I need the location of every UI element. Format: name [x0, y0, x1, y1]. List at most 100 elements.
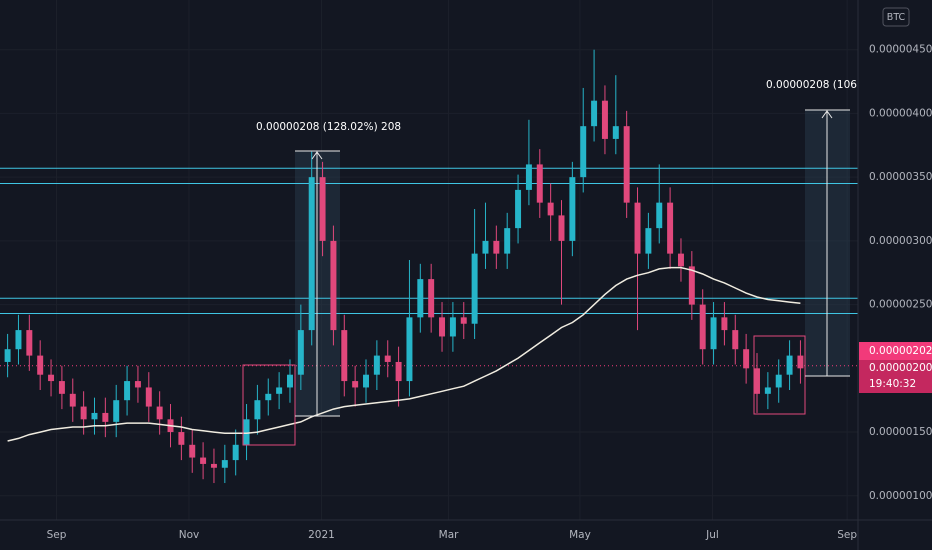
- y-tick-label: 0.00000450: [869, 44, 932, 56]
- candle-body: [504, 228, 511, 254]
- last-price-label: 0.00000202: [869, 345, 932, 357]
- candle-body: [645, 228, 652, 254]
- y-tick-label: 0.00000400: [869, 107, 932, 119]
- candle-body: [699, 304, 706, 350]
- candle-body: [449, 317, 456, 337]
- candle-body: [232, 444, 239, 461]
- candle-body: [688, 266, 695, 305]
- candle-body: [743, 349, 750, 369]
- x-tick-label: 2021: [308, 529, 335, 541]
- candle-body: [623, 126, 630, 203]
- highlight-box: [753, 335, 806, 415]
- candle-body: [797, 355, 804, 369]
- price-box: [859, 360, 932, 393]
- candle-body: [634, 202, 641, 254]
- candle-body: [145, 387, 152, 407]
- y-tick-label: 0.00000150: [869, 426, 932, 438]
- candle-body: [189, 444, 196, 458]
- ticks: 0.00000100 0.00000150 0.00000250 0.00000300…: [47, 44, 932, 541]
- candle-body: [178, 432, 185, 445]
- candle-body: [156, 406, 163, 420]
- countdown: 19:40:32: [869, 378, 916, 390]
- measure-tool: [295, 109, 850, 417]
- price-axis: [858, 0, 932, 550]
- candle-body: [558, 215, 565, 241]
- candle-body: [428, 279, 435, 318]
- candle-body: [69, 393, 76, 407]
- candle-body: [460, 317, 467, 324]
- candle-body: [591, 100, 598, 127]
- candle-body: [721, 317, 728, 331]
- ma-layer: [7, 266, 801, 442]
- candle-body: [656, 202, 663, 229]
- candle-body: [395, 361, 402, 382]
- price-label: 0.00000200: [869, 362, 932, 374]
- candle-body: [601, 100, 608, 139]
- candle-body: [710, 317, 717, 350]
- candle-body: [439, 317, 446, 337]
- candle-body: [124, 381, 131, 401]
- candle-body: [330, 240, 337, 331]
- candle-body: [4, 349, 11, 362]
- y-tick-label: 0.00000100: [869, 490, 932, 502]
- candle-body: [384, 355, 391, 362]
- candle-body: [48, 374, 55, 382]
- last-price-box: [859, 342, 932, 360]
- x-tick-label: Sep: [837, 529, 857, 541]
- highlight-box: [242, 364, 296, 446]
- candle-body: [265, 393, 272, 401]
- x-tick-label: Sep: [47, 529, 67, 541]
- candle-body: [754, 368, 760, 394]
- candle-body: [102, 412, 109, 422]
- candle-body: [113, 400, 120, 422]
- arrow-head: [821, 110, 833, 119]
- x-tick-label: Nov: [179, 529, 200, 541]
- candle-body: [482, 240, 489, 254]
- candle-body: [732, 330, 739, 350]
- candle-body: [580, 126, 587, 178]
- candle-body: [363, 374, 369, 388]
- candle-body: [667, 202, 674, 254]
- candle-body: [243, 419, 250, 445]
- x-tick-label: Jul: [705, 529, 719, 541]
- candle-body: [26, 330, 33, 356]
- currency-badge: [882, 7, 910, 27]
- measure-label: 0.00000208 (106.85%: [766, 79, 884, 91]
- candle-body: [254, 400, 261, 420]
- candle-body: [525, 164, 532, 190]
- candle-body: [493, 240, 500, 254]
- candle-body: [764, 387, 771, 394]
- candle-body: [200, 457, 207, 464]
- candle-body: [612, 126, 619, 139]
- candle-body: [308, 177, 315, 331]
- candle-body: [210, 463, 217, 468]
- candle-body: [286, 374, 293, 388]
- candle-body: [417, 279, 424, 318]
- candle-body: [276, 387, 283, 394]
- candle-body: [677, 253, 684, 267]
- candle-body: [319, 177, 326, 241]
- candle-body: [569, 177, 576, 241]
- candle-body: [775, 374, 782, 388]
- candle-body: [58, 381, 65, 394]
- candle-body: [515, 189, 522, 229]
- candle-body: [352, 381, 359, 388]
- candle-body: [786, 355, 793, 375]
- candle-body: [536, 164, 543, 203]
- candle-body: [37, 355, 44, 375]
- y-tick-label: 0.00000300: [869, 235, 932, 247]
- candle-body: [91, 412, 98, 420]
- y-tick-label: 0.00000250: [869, 299, 932, 311]
- arrow-head: [311, 151, 323, 160]
- currency: BTC: [887, 12, 906, 23]
- candle-body: [297, 330, 304, 375]
- x-tick-label: May: [569, 529, 591, 541]
- candle-body: [471, 253, 478, 324]
- candle-body: [15, 330, 22, 350]
- candle-body: [373, 355, 380, 375]
- y-tick-label: 0.00000350: [869, 171, 932, 183]
- candle-body: [80, 406, 87, 420]
- x-tick-label: Mar: [439, 529, 459, 541]
